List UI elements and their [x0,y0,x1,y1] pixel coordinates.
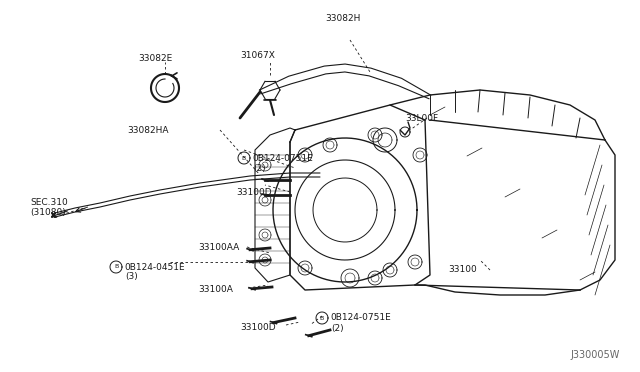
Text: SEC.310: SEC.310 [30,198,68,206]
Text: (3): (3) [125,273,138,282]
Text: 0B124-0751E: 0B124-0751E [330,314,391,323]
Text: 0B124-0451E: 0B124-0451E [124,263,184,272]
Text: 0B124-0751E: 0B124-0751E [252,154,313,163]
Text: 33L00F: 33L00F [405,113,438,122]
Text: (2): (2) [331,324,344,333]
Text: B: B [320,315,324,321]
Text: 33082E: 33082E [138,54,172,62]
Text: 33100: 33100 [448,266,477,275]
Text: 33082HA: 33082HA [127,125,169,135]
Text: B: B [242,155,246,160]
Text: 33100D: 33100D [240,323,276,331]
Text: (2): (2) [253,164,266,173]
Text: B: B [114,264,118,269]
Text: (31080): (31080) [30,208,66,217]
Text: 33100A: 33100A [198,285,233,295]
Text: 33100AA: 33100AA [198,243,239,251]
Text: 31067X: 31067X [241,51,275,60]
Text: 33082H: 33082H [325,13,361,22]
Text: J330005W: J330005W [571,350,620,360]
Text: 33100D: 33100D [236,187,271,196]
